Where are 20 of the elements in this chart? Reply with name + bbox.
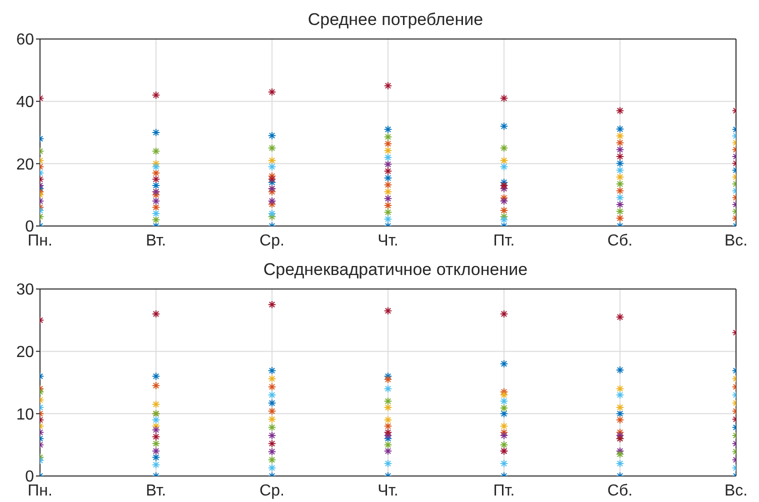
x-tick-label: Вт. [146, 232, 166, 250]
y-tick-label: 30 [16, 282, 34, 299]
y-tick-label: 40 [16, 94, 34, 112]
x-tick-label: Пт. [493, 232, 515, 250]
x-tick-label: Вт. [146, 482, 166, 500]
y-tick-label: 10 [16, 406, 34, 424]
x-tick-label: Чт. [378, 232, 398, 250]
x-tick-label: Сб. [607, 482, 633, 500]
x-tick-label: Пт. [493, 482, 515, 500]
x-tick-label: Чт. [378, 482, 398, 500]
x-tick-label: Сб. [607, 232, 633, 250]
x-tick-label: Ср. [260, 482, 284, 500]
x-tick-label: Ср. [260, 232, 284, 250]
x-tick-label: Вс. [724, 232, 748, 250]
y-tick-label: 20 [16, 156, 34, 174]
x-tick-label: Вс. [724, 482, 748, 500]
y-tick-label: 20 [16, 344, 34, 362]
chart-title: Среднеквадратичное отклонение [262, 259, 529, 281]
y-tick-label: 60 [16, 32, 34, 49]
chart-title: Среднее потребление [306, 9, 484, 31]
